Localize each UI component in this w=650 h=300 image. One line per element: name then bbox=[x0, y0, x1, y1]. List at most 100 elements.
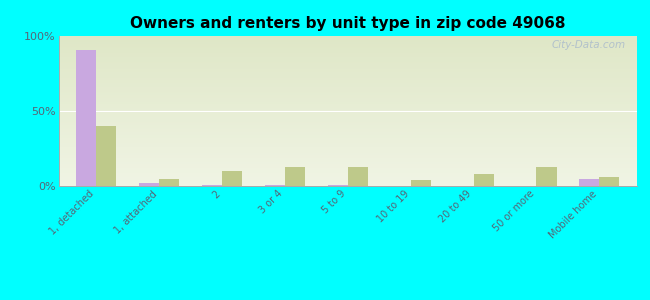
Bar bbox=[58, 74, 637, 75]
Bar bbox=[58, 0, 637, 2]
Bar bbox=[58, 102, 637, 104]
Bar bbox=[58, 110, 637, 111]
Bar bbox=[58, 21, 637, 22]
Bar bbox=[58, 123, 637, 124]
Bar bbox=[58, 94, 637, 96]
Bar bbox=[58, 14, 637, 15]
Bar bbox=[58, 9, 637, 11]
Bar bbox=[58, 30, 637, 31]
Bar bbox=[58, 6, 637, 8]
Bar bbox=[599, 177, 619, 186]
Bar bbox=[58, 180, 637, 182]
Bar bbox=[58, 68, 637, 69]
Bar bbox=[58, 66, 637, 68]
Bar bbox=[58, 27, 637, 28]
Bar bbox=[58, 44, 637, 45]
Bar bbox=[58, 159, 637, 160]
Bar bbox=[58, 20, 637, 21]
Bar bbox=[58, 183, 637, 184]
Bar bbox=[58, 51, 637, 52]
Bar bbox=[58, 129, 637, 130]
Bar bbox=[139, 183, 159, 186]
Bar bbox=[76, 50, 96, 186]
Bar bbox=[58, 85, 637, 87]
Bar bbox=[58, 12, 637, 14]
Bar bbox=[58, 88, 637, 90]
Bar bbox=[348, 167, 368, 186]
Bar bbox=[58, 48, 637, 50]
Bar bbox=[58, 61, 637, 63]
Bar bbox=[58, 111, 637, 112]
Bar bbox=[58, 46, 637, 48]
Bar bbox=[58, 160, 637, 162]
Bar bbox=[58, 56, 637, 57]
Bar bbox=[579, 178, 599, 186]
Bar bbox=[58, 2, 637, 3]
Bar bbox=[58, 112, 637, 114]
Bar bbox=[58, 167, 637, 168]
Bar bbox=[58, 174, 637, 176]
Bar bbox=[58, 38, 637, 39]
Bar bbox=[58, 148, 637, 150]
Bar bbox=[58, 178, 637, 180]
Bar bbox=[58, 54, 637, 56]
Bar bbox=[58, 105, 637, 106]
Bar bbox=[58, 117, 637, 118]
Bar bbox=[58, 171, 637, 172]
Bar bbox=[58, 36, 637, 38]
Bar bbox=[58, 116, 637, 117]
Bar bbox=[58, 154, 637, 156]
Bar bbox=[58, 60, 637, 61]
Bar bbox=[58, 142, 637, 144]
Bar bbox=[58, 108, 637, 110]
Bar bbox=[58, 147, 637, 148]
Bar bbox=[58, 57, 637, 58]
Bar bbox=[536, 167, 556, 186]
Bar bbox=[96, 126, 116, 186]
Bar bbox=[58, 99, 637, 100]
Bar bbox=[58, 24, 637, 26]
Bar bbox=[58, 122, 637, 123]
Bar bbox=[58, 146, 637, 147]
Bar bbox=[58, 165, 637, 166]
Bar bbox=[58, 114, 637, 116]
Bar bbox=[58, 81, 637, 82]
Bar bbox=[58, 40, 637, 42]
Bar bbox=[58, 140, 637, 141]
Bar bbox=[58, 138, 637, 140]
Bar bbox=[58, 168, 637, 170]
Bar bbox=[58, 26, 637, 27]
Bar bbox=[285, 167, 305, 186]
Bar bbox=[58, 134, 637, 135]
Bar bbox=[58, 16, 637, 18]
Bar bbox=[58, 176, 637, 177]
Bar bbox=[411, 180, 431, 186]
Bar bbox=[58, 80, 637, 81]
Bar bbox=[58, 34, 637, 36]
Bar bbox=[58, 78, 637, 80]
Bar bbox=[58, 98, 637, 99]
Title: Owners and renters by unit type in zip code 49068: Owners and renters by unit type in zip c… bbox=[130, 16, 566, 31]
Bar bbox=[58, 82, 637, 84]
Bar bbox=[58, 70, 637, 72]
Bar bbox=[58, 64, 637, 66]
Bar bbox=[58, 152, 637, 153]
Bar bbox=[58, 15, 637, 16]
Bar bbox=[265, 184, 285, 186]
Bar bbox=[58, 96, 637, 98]
Bar bbox=[58, 184, 637, 186]
Bar bbox=[58, 76, 637, 78]
Bar bbox=[58, 75, 637, 76]
Bar bbox=[58, 136, 637, 138]
Bar bbox=[58, 150, 637, 152]
Bar bbox=[58, 124, 637, 126]
Bar bbox=[328, 184, 348, 186]
Bar bbox=[58, 52, 637, 54]
Bar bbox=[58, 42, 637, 44]
Bar bbox=[159, 178, 179, 186]
Bar bbox=[58, 135, 637, 136]
Bar bbox=[58, 158, 637, 159]
Bar bbox=[473, 174, 493, 186]
Bar bbox=[58, 182, 637, 183]
Bar bbox=[58, 3, 637, 4]
